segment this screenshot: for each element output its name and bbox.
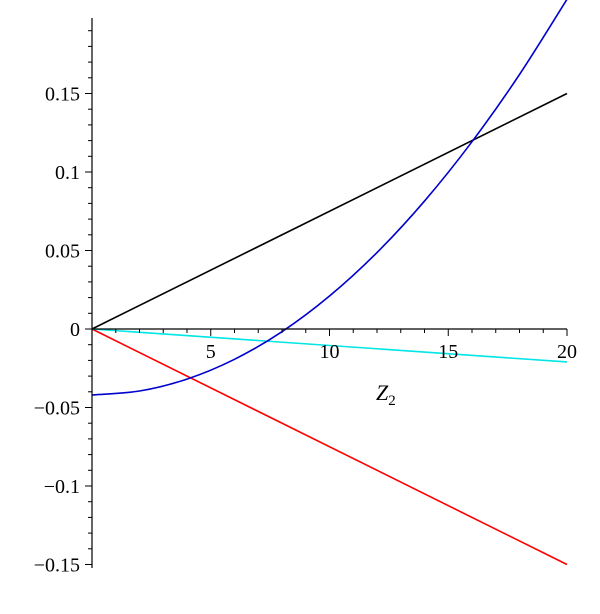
x-tick-label: 15 xyxy=(438,341,458,363)
x-axis-label-main: Z xyxy=(376,380,389,405)
y-tick-label: −0.15 xyxy=(34,555,80,577)
series-line-blue xyxy=(91,0,568,396)
series-line-cyan xyxy=(91,328,568,363)
y-tick-label: 0 xyxy=(70,319,80,341)
y-tick-label: 0.15 xyxy=(45,84,80,106)
x-tick-label: 20 xyxy=(557,341,577,363)
y-tick-label: 0.05 xyxy=(45,241,80,263)
series-line-black xyxy=(91,92,568,330)
x-axis-label-subscript: 2 xyxy=(388,393,396,409)
y-tick-label: 0.1 xyxy=(55,162,80,184)
series-lines xyxy=(91,0,568,566)
series-line-red xyxy=(91,328,568,566)
y-tick-label: −0.05 xyxy=(34,398,80,420)
x-tick-label: 5 xyxy=(206,341,216,363)
y-tick-label: −0.1 xyxy=(44,476,80,498)
x-tick-label: 10 xyxy=(320,341,340,363)
ticks: 0.15 0.1 0.05 0 −0.05 −0.1 −0.15 5 10 15 20 xyxy=(34,30,577,577)
x-axis-label: Z2 xyxy=(376,380,396,409)
